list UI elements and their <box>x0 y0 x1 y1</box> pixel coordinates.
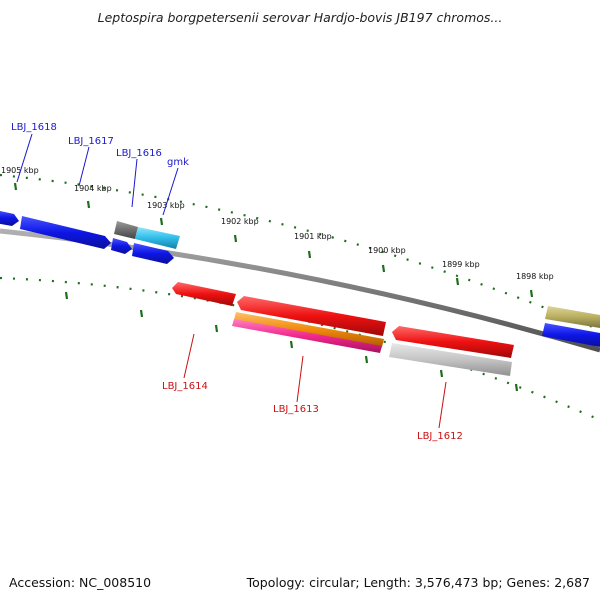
ruler-label-1898: 1898 kbp <box>516 272 554 281</box>
gene-grey-block[interactable] <box>114 221 138 239</box>
ruler-label-1900: 1900 kbp <box>368 246 406 255</box>
ruler-label-1902: 1902 kbp <box>221 217 259 226</box>
gene-lbj-1612-arrow[interactable] <box>392 326 514 358</box>
ruler-label-1901: 1901 kbp <box>294 232 332 241</box>
gene-lbj-1614-arrow[interactable] <box>172 282 236 306</box>
gene-lightgrey-block[interactable] <box>389 343 512 376</box>
ruler-labels: 1905 kbp 1904 kbp 1903 kbp 1902 kbp 1901… <box>1 166 554 281</box>
gene-lbj-1614-b-arrow[interactable] <box>237 296 386 336</box>
forward-strand-genes[interactable] <box>0 210 600 347</box>
reverse-gene-labels: LBJ_1614 LBJ_1613 LBJ_1612 <box>162 381 463 442</box>
forward-label-leaders <box>16 133 179 216</box>
forward-gene-labels: LBJ_1618 LBJ_1617 LBJ_1616 gmk <box>11 122 189 168</box>
reverse-strand-genes[interactable] <box>172 282 514 376</box>
ruler-major-ticks <box>13 182 534 298</box>
gene-label-lbj-1618: LBJ_1618 <box>11 122 57 133</box>
gene-unlabeled-arrow[interactable] <box>132 243 174 264</box>
gene-label-lbj-1614: LBJ_1614 <box>162 381 208 392</box>
gene-blue-right-block[interactable] <box>542 323 600 347</box>
gene-lbj-1613-orange-block[interactable] <box>234 312 384 347</box>
inner-ruler-major-ticks <box>64 291 519 392</box>
gene-lbj-1618-arrow[interactable] <box>0 210 19 226</box>
ruler-label-1899: 1899 kbp <box>442 260 480 269</box>
gene-lbj-1617-arrow[interactable] <box>20 216 111 249</box>
reverse-label-leaders <box>183 333 447 429</box>
gene-label-lbj-1612: LBJ_1612 <box>417 431 463 442</box>
gene-label-lbj-1616: LBJ_1616 <box>116 148 162 159</box>
accession-text: Accession: NC_008510 <box>9 575 152 590</box>
gene-label-lbj-1617: LBJ_1617 <box>68 136 114 147</box>
genome-summary-text: Topology: circular; Length: 3,576,473 bp… <box>246 575 590 590</box>
map-title: Leptospira borgpetersenii serovar Hardjo… <box>97 10 503 25</box>
gene-label-gmk: gmk <box>167 157 189 168</box>
gene-olive-block[interactable] <box>545 306 600 328</box>
gene-gmk-block[interactable] <box>135 227 180 249</box>
ruler-label-1904: 1904 kbp <box>74 184 112 193</box>
gene-lbj-1613-pink-block[interactable] <box>232 319 382 353</box>
gene-label-lbj-1613: LBJ_1613 <box>273 404 319 415</box>
gene-lbj-1616-arrow[interactable] <box>111 238 132 254</box>
ruler-label-1905: 1905 kbp <box>1 166 39 175</box>
